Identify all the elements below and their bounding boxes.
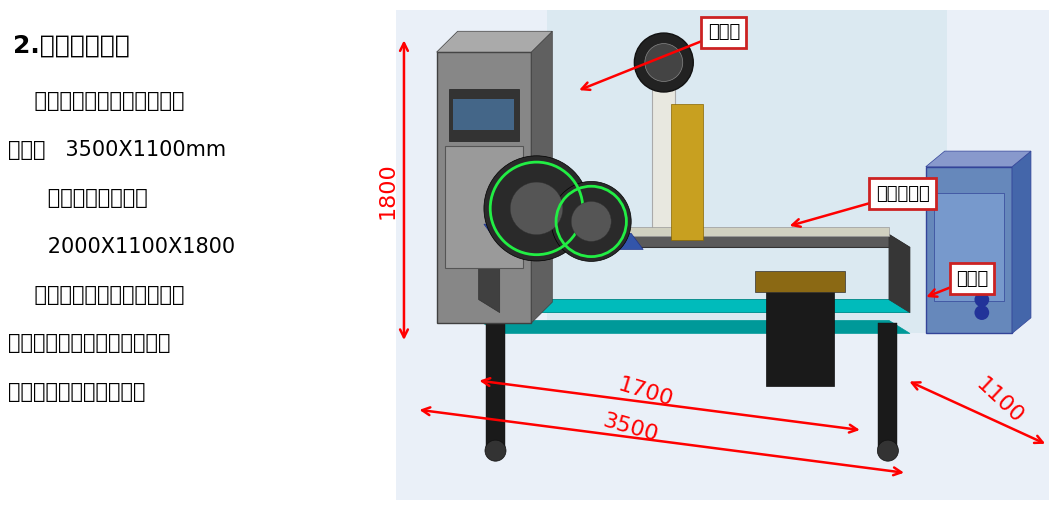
Bar <box>396 10 1049 500</box>
Text: 1100: 1100 <box>972 375 1027 428</box>
Text: 粘钉机主机: 粘钉机主机 <box>875 185 930 203</box>
Polygon shape <box>479 300 910 313</box>
Polygon shape <box>926 151 1031 167</box>
Bar <box>486 323 505 448</box>
Text: 油冷机: 油冷机 <box>956 270 988 288</box>
Bar <box>547 10 947 333</box>
Text: 协作机器人、上料盘等。: 协作机器人、上料盘等。 <box>8 382 146 402</box>
Bar <box>755 271 845 292</box>
Circle shape <box>571 202 611 241</box>
Polygon shape <box>1012 151 1031 333</box>
Circle shape <box>551 181 631 262</box>
Circle shape <box>974 264 989 278</box>
Bar <box>445 146 523 268</box>
Polygon shape <box>479 234 910 247</box>
Polygon shape <box>479 320 910 333</box>
Bar <box>453 99 514 130</box>
Text: 2000X1100X1800: 2000X1100X1800 <box>8 237 236 256</box>
Text: 3500: 3500 <box>600 411 661 445</box>
Bar <box>671 104 703 240</box>
Bar <box>652 68 675 234</box>
Circle shape <box>974 292 989 307</box>
Polygon shape <box>479 300 910 313</box>
Text: 油冷机、上料定位组件、上料: 油冷机、上料定位组件、上料 <box>8 333 170 353</box>
Text: 电控柜: 电控柜 <box>708 23 740 41</box>
Bar <box>934 193 1004 301</box>
Circle shape <box>485 440 506 461</box>
Polygon shape <box>479 234 500 313</box>
Circle shape <box>484 156 589 261</box>
Polygon shape <box>484 224 605 245</box>
Circle shape <box>974 305 989 320</box>
Bar <box>437 52 531 323</box>
Text: 设备包括：主机、电控柜、: 设备包括：主机、电控柜、 <box>8 285 185 305</box>
Text: 机）：   3500X1100mm: 机）： 3500X1100mm <box>8 140 226 159</box>
Bar <box>449 89 519 141</box>
Polygon shape <box>551 233 643 250</box>
Text: 主机尺寸：长宽高: 主机尺寸：长宽高 <box>8 188 148 208</box>
Polygon shape <box>531 31 552 323</box>
Bar <box>878 323 897 448</box>
Text: 2.设备规格尺寸: 2.设备规格尺寸 <box>13 34 129 58</box>
Circle shape <box>510 182 563 234</box>
Text: 占地面积（含电控柜、油冷: 占地面积（含电控柜、油冷 <box>8 91 185 111</box>
Circle shape <box>634 33 693 92</box>
Polygon shape <box>437 31 552 52</box>
Text: 1800: 1800 <box>377 162 398 218</box>
Bar <box>552 227 889 236</box>
Circle shape <box>645 44 683 81</box>
Polygon shape <box>889 234 910 313</box>
Text: 1700: 1700 <box>615 375 676 410</box>
Bar <box>926 167 1012 333</box>
Circle shape <box>877 440 898 461</box>
Bar <box>766 281 834 386</box>
